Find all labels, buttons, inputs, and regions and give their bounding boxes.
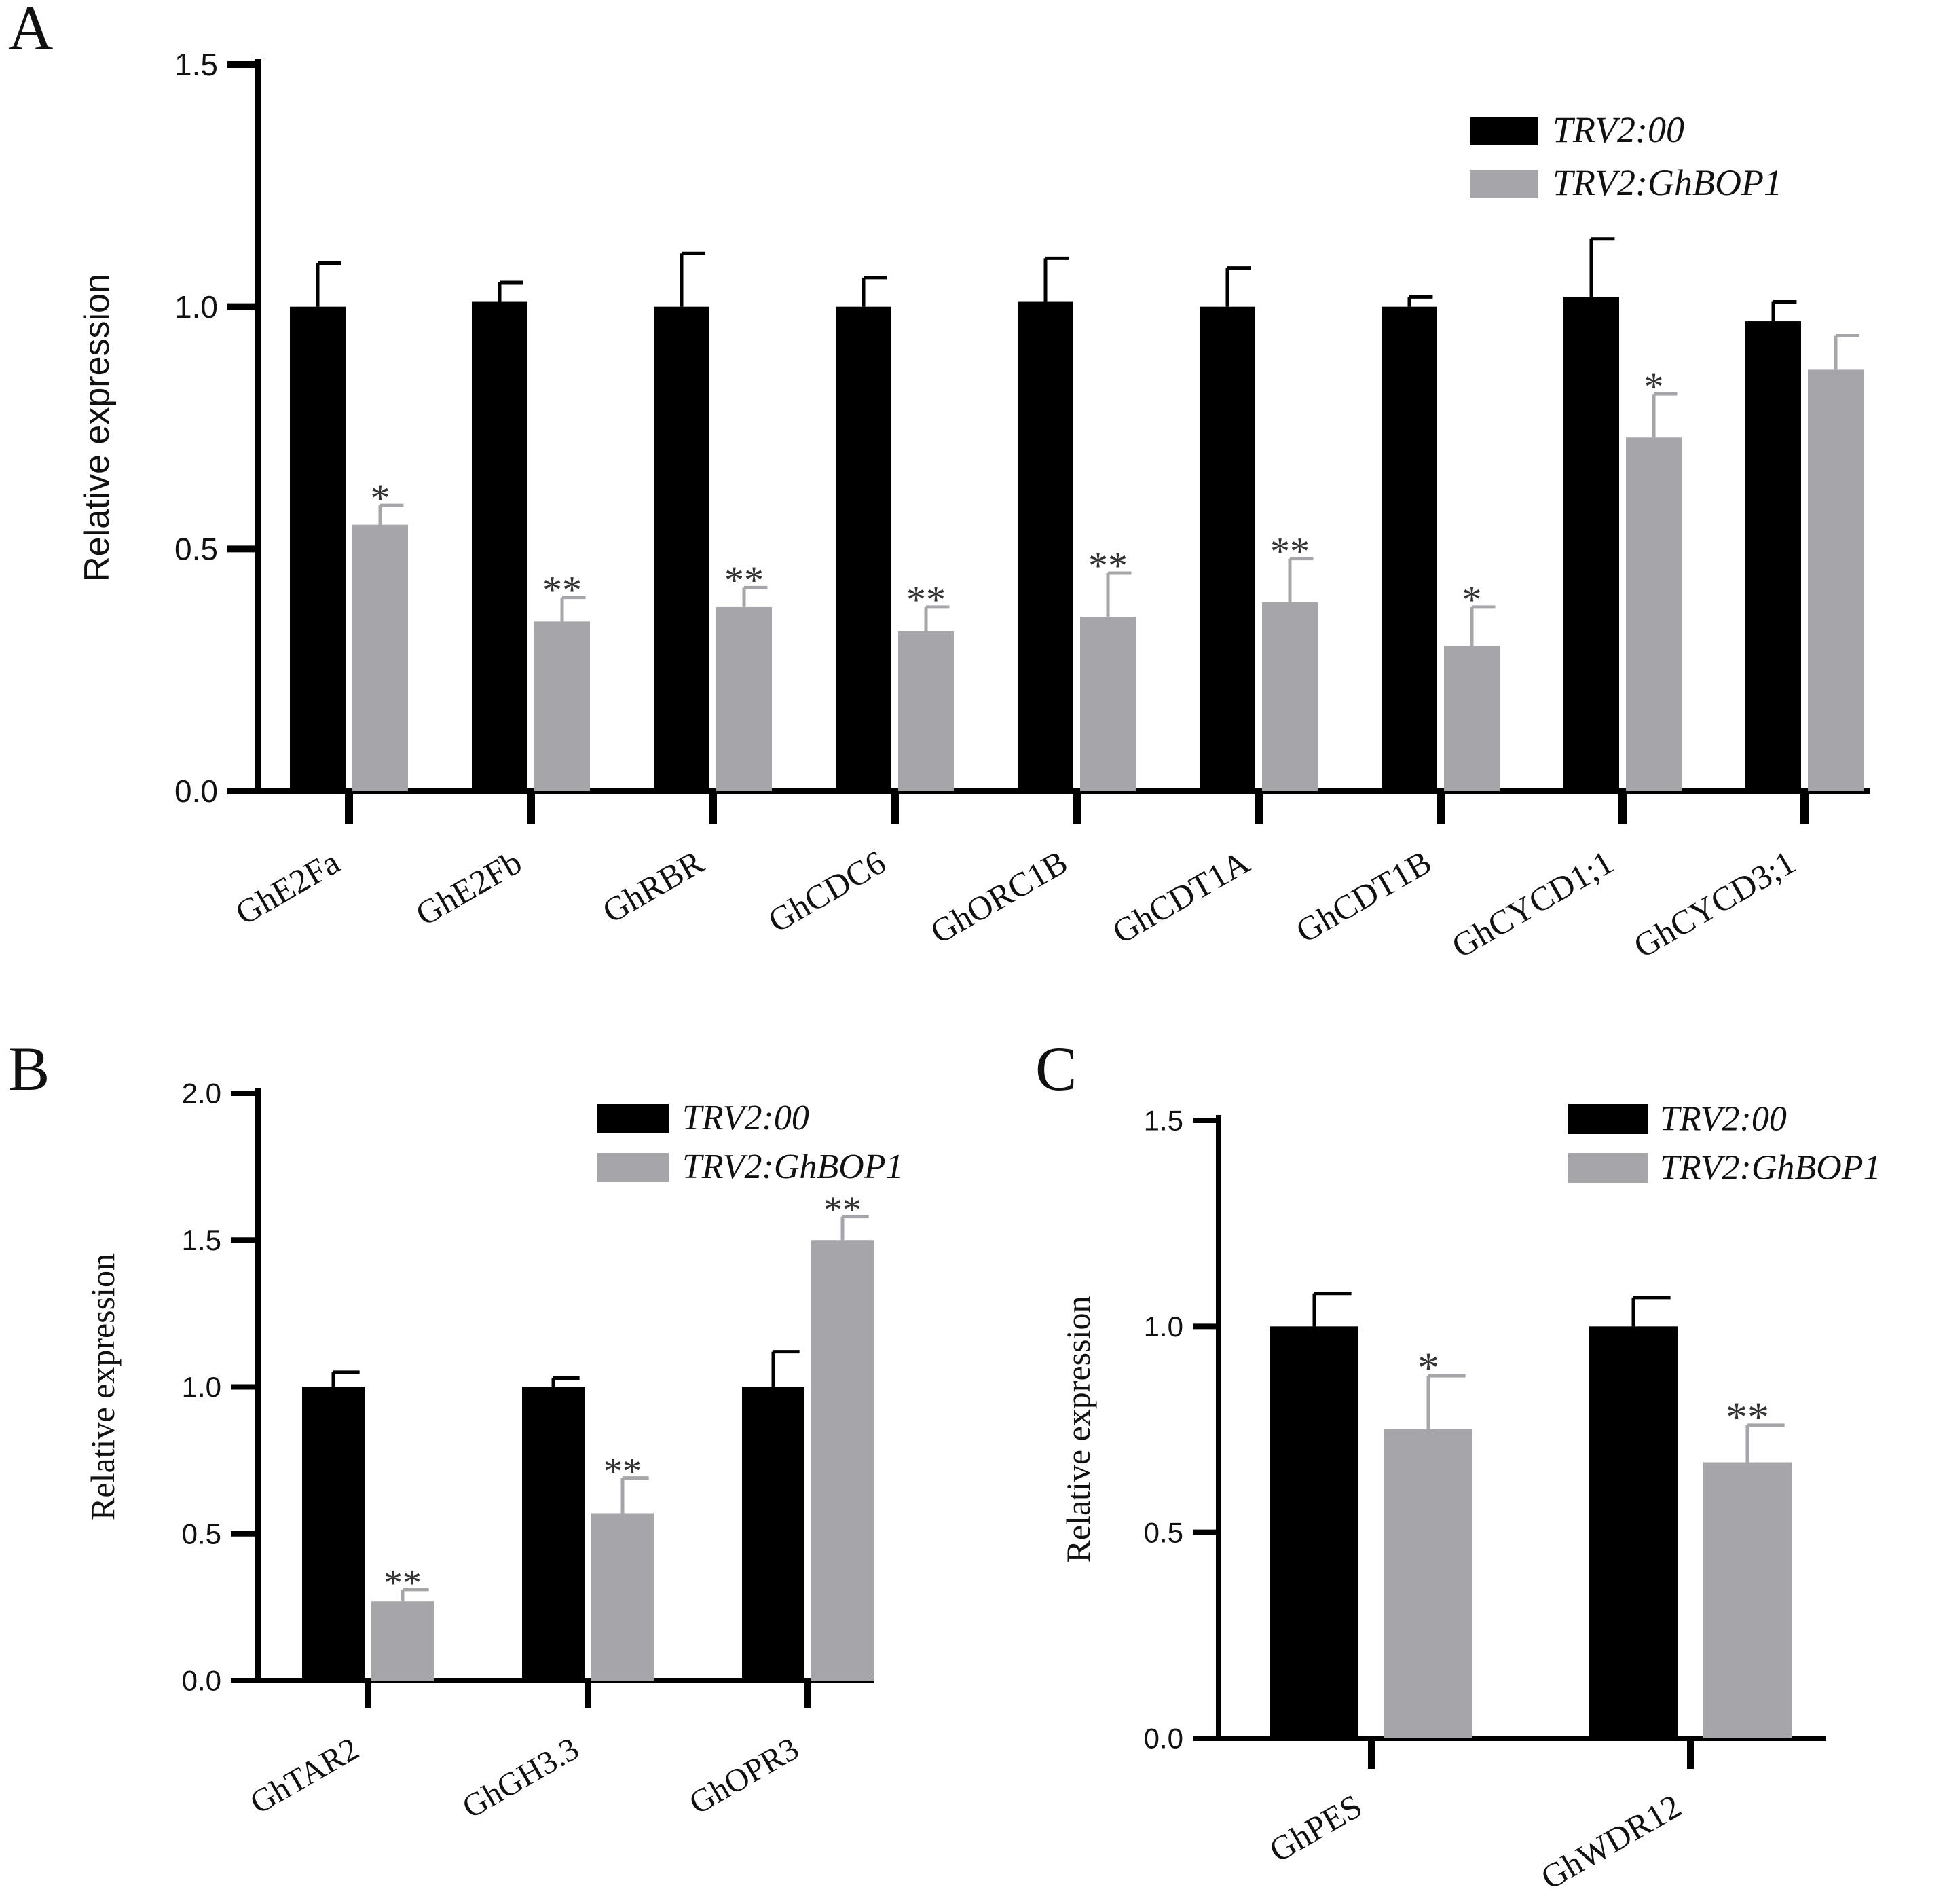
legend-treatment-swatch [1568,1153,1648,1183]
bar-treatment [591,1513,654,1681]
bar-control [1382,306,1437,792]
bar-control [472,301,527,791]
significance-marker: * [371,476,390,520]
bar-control [742,1387,804,1681]
x-tick-label: GhE2Fb [409,843,528,933]
x-tick-label: GhWDR12 [1534,1787,1687,1897]
bar-treatment [1080,617,1136,791]
bar-treatment [371,1601,434,1681]
y-tick-label: 0.5 [1144,1516,1183,1548]
significance-marker: ** [384,1562,422,1604]
y-tick-label: 0.5 [182,1518,221,1550]
bar-control [1018,301,1073,791]
panel-label-c: C [1035,1034,1077,1103]
bar-control [1563,297,1619,791]
y-tick-label: 1.0 [174,289,218,325]
legend-control-label: TRV2:00 [1660,1100,1787,1139]
y-tick-label: 0.0 [174,773,218,809]
bar-control [290,306,346,792]
y-tick-label: 0.0 [1144,1723,1183,1755]
bar-treatment [1626,437,1682,791]
legend-treatment-swatch [1470,170,1538,198]
bar-control [1270,1326,1358,1738]
panel-label-b: B [8,1034,50,1103]
bar-treatment [1384,1429,1472,1738]
panel-label-a: A [8,0,53,62]
bar-treatment [1262,602,1318,791]
significance-marker: ** [604,1450,642,1493]
y-axis-label: Relative expression [1059,1296,1097,1563]
legend-control-swatch [597,1104,669,1133]
x-tick-label: GhORC1B [924,843,1073,951]
significance-marker: ** [1088,544,1128,588]
bar-control [1589,1326,1678,1738]
significance-marker: * [1418,1344,1439,1392]
legend-control-label: TRV2:00 [682,1099,809,1137]
significance-marker: ** [724,558,764,602]
bar-treatment [898,631,954,791]
legend-treatment-label: TRV2:GhBOP1 [682,1148,903,1186]
x-tick-label: GhTAR2 [244,1731,365,1821]
y-tick-label: 1.0 [1144,1311,1183,1342]
x-tick-label: GhPES [1263,1787,1369,1869]
panel-c-chart: 0.0 0.5 1.0 1.5 Relative expression * GhPES ** G… [1059,1100,1881,1897]
bar-treatment [716,606,772,791]
y-axis-label: Relative expression [77,274,117,582]
bar-control [522,1387,585,1681]
x-tick-label: GhOPR3 [684,1731,805,1822]
significance-marker: ** [1270,529,1310,573]
y-tick-label: 0.0 [182,1665,221,1697]
significance-marker: ** [542,568,582,612]
significance-marker: ** [1726,1393,1769,1442]
legend-treatment-label: TRV2:GhBOP1 [1660,1149,1881,1188]
significance-marker: ** [906,578,946,622]
x-tick-label: GhCDT1A [1106,843,1255,951]
bar-treatment [1703,1462,1792,1738]
legend-treatment-swatch [597,1153,669,1182]
bar-control [1200,306,1255,792]
y-tick-label: 1.5 [182,1224,221,1256]
y-tick-label: 1.5 [1144,1105,1183,1137]
legend-treatment-label: TRV2:GhBOP1 [1553,162,1782,203]
bar-treatment [534,621,590,791]
x-tick-label: GhE2Fa [229,843,346,932]
y-tick-label: 0.5 [174,531,218,566]
bar-treatment [811,1240,874,1681]
bar-control [836,306,891,792]
legend-control-swatch [1568,1104,1648,1134]
significance-marker: * [1462,578,1482,622]
x-tick-label: GhCDC6 [762,843,892,940]
legend-control-swatch [1470,117,1538,145]
x-tick-label: GhCDT1B [1289,843,1437,950]
bar-treatment [1444,646,1500,791]
x-tick-label: GhGH3.3 [456,1731,585,1826]
significance-marker: * [1644,365,1664,409]
bar-treatment [352,524,408,791]
x-tick-label: GhCYCD1;1 [1445,843,1620,965]
bar-control [654,306,709,792]
y-tick-label: 1.0 [182,1371,221,1403]
bar-control [1745,321,1801,792]
bar-treatment [1808,369,1864,791]
x-tick-label: GhCYCD3;1 [1627,843,1802,965]
y-axis-label: Relative expression [84,1253,122,1520]
legend-control-label: TRV2:00 [1553,109,1684,150]
bar-control [302,1387,365,1681]
y-tick-label: 2.0 [182,1078,221,1110]
panel-b-chart: 0.0 0.5 1.0 1.5 2.0 Relative expression ** GhTA… [84,1078,903,1826]
significance-marker: ** [823,1189,862,1231]
y-tick-label: 1.5 [174,47,218,82]
x-tick-label: GhRBR [596,843,710,930]
